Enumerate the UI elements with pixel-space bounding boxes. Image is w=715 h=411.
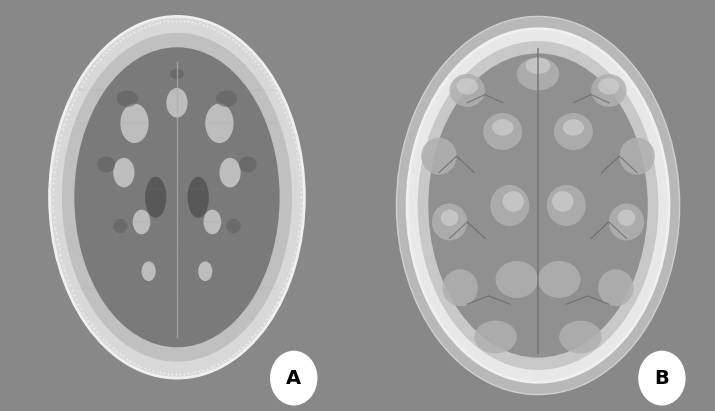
Ellipse shape — [97, 156, 115, 173]
Ellipse shape — [167, 88, 187, 118]
Ellipse shape — [598, 78, 619, 95]
Ellipse shape — [198, 261, 212, 281]
Ellipse shape — [598, 269, 633, 306]
Ellipse shape — [220, 158, 241, 187]
Ellipse shape — [495, 261, 538, 298]
Ellipse shape — [117, 90, 138, 107]
Ellipse shape — [538, 261, 581, 298]
Ellipse shape — [239, 156, 257, 173]
Ellipse shape — [492, 119, 513, 136]
Ellipse shape — [205, 104, 234, 143]
Ellipse shape — [74, 47, 280, 347]
Ellipse shape — [440, 210, 458, 226]
Ellipse shape — [517, 58, 559, 90]
Ellipse shape — [618, 210, 636, 226]
Ellipse shape — [474, 321, 517, 353]
Ellipse shape — [170, 69, 184, 79]
Ellipse shape — [49, 16, 305, 378]
Ellipse shape — [609, 203, 644, 240]
Ellipse shape — [418, 41, 659, 370]
Ellipse shape — [503, 191, 524, 212]
Ellipse shape — [547, 185, 586, 226]
Ellipse shape — [120, 104, 149, 143]
Ellipse shape — [432, 203, 468, 240]
Ellipse shape — [526, 58, 551, 74]
Ellipse shape — [396, 16, 680, 395]
Ellipse shape — [591, 74, 626, 107]
Ellipse shape — [227, 219, 241, 233]
Ellipse shape — [421, 138, 457, 175]
Ellipse shape — [450, 74, 485, 107]
Ellipse shape — [554, 113, 593, 150]
Ellipse shape — [428, 53, 648, 358]
Ellipse shape — [204, 210, 221, 234]
Ellipse shape — [407, 29, 669, 382]
Circle shape — [271, 351, 317, 405]
Ellipse shape — [62, 33, 292, 362]
Ellipse shape — [133, 210, 150, 234]
Ellipse shape — [113, 219, 127, 233]
Ellipse shape — [457, 78, 478, 95]
Ellipse shape — [559, 321, 602, 353]
Ellipse shape — [563, 119, 584, 136]
Ellipse shape — [113, 158, 134, 187]
Ellipse shape — [142, 261, 156, 281]
Ellipse shape — [490, 185, 529, 226]
Text: A: A — [286, 369, 301, 388]
Ellipse shape — [216, 90, 237, 107]
Ellipse shape — [145, 177, 167, 218]
Ellipse shape — [187, 177, 209, 218]
Ellipse shape — [443, 269, 478, 306]
Ellipse shape — [483, 113, 522, 150]
Text: B: B — [654, 369, 669, 388]
Ellipse shape — [619, 138, 655, 175]
Circle shape — [639, 351, 685, 405]
Ellipse shape — [552, 191, 573, 212]
